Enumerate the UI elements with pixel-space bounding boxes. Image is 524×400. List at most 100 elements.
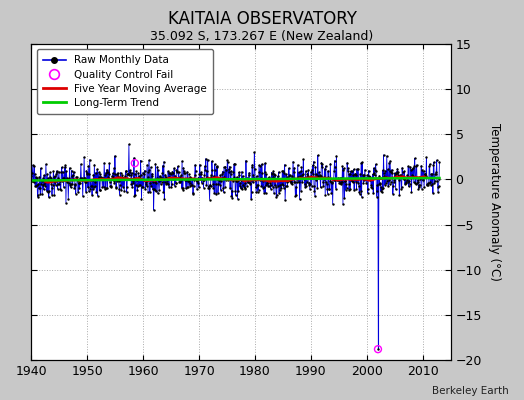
Point	[72, 191, 80, 197]
Point	[41, 179, 49, 185]
Point	[313, 152, 322, 159]
Point	[419, 175, 428, 181]
Point	[224, 159, 232, 166]
Point	[128, 183, 136, 190]
Point	[96, 187, 104, 194]
Point	[320, 176, 328, 182]
Point	[298, 179, 307, 186]
Point	[381, 168, 389, 174]
Point	[86, 186, 94, 192]
Point	[401, 175, 410, 182]
Point	[220, 174, 228, 180]
Point	[410, 179, 418, 186]
Point	[350, 166, 358, 172]
Point	[117, 187, 126, 194]
Point	[184, 184, 192, 190]
Point	[49, 168, 58, 174]
Point	[263, 179, 271, 186]
Point	[85, 170, 93, 177]
Point	[208, 172, 216, 178]
Point	[283, 182, 292, 189]
Point	[230, 174, 238, 180]
Point	[94, 176, 102, 182]
Point	[220, 189, 228, 195]
Point	[125, 141, 133, 148]
Point	[303, 179, 311, 185]
Point	[144, 189, 152, 195]
Point	[386, 168, 395, 174]
Point	[34, 194, 42, 200]
Point	[93, 192, 102, 199]
Point	[44, 175, 52, 182]
Point	[285, 165, 293, 171]
Point	[83, 170, 91, 177]
Point	[42, 188, 51, 194]
Point	[204, 185, 213, 192]
Point	[260, 169, 269, 175]
Point	[394, 166, 402, 172]
Point	[371, 166, 379, 173]
Point	[101, 172, 109, 178]
Point	[179, 164, 188, 171]
Point	[219, 168, 227, 175]
Point	[196, 171, 205, 178]
Point	[272, 194, 280, 200]
Point	[161, 179, 169, 185]
Point	[355, 191, 364, 197]
Point	[309, 171, 318, 178]
Point	[34, 181, 42, 187]
Point	[413, 178, 422, 185]
Point	[305, 186, 314, 192]
Point	[377, 184, 385, 191]
Point	[418, 185, 426, 192]
Point	[410, 162, 419, 169]
Point	[29, 178, 38, 184]
Point	[351, 178, 359, 185]
Point	[93, 176, 101, 182]
Point	[349, 179, 357, 186]
Point	[63, 176, 72, 182]
Point	[67, 184, 75, 190]
Point	[406, 164, 414, 170]
Y-axis label: Temperature Anomaly (°C): Temperature Anomaly (°C)	[488, 123, 501, 281]
Point	[62, 168, 71, 174]
Point	[155, 178, 163, 184]
Point	[286, 172, 294, 178]
Point	[190, 172, 199, 178]
Point	[348, 168, 356, 175]
Point	[414, 186, 423, 192]
Point	[378, 186, 386, 192]
Point	[398, 164, 406, 171]
Point	[123, 184, 131, 191]
Point	[129, 174, 138, 181]
Point	[73, 178, 82, 184]
Point	[396, 174, 405, 180]
Point	[226, 171, 235, 177]
Point	[377, 189, 386, 195]
Point	[403, 178, 412, 185]
Point	[124, 170, 132, 177]
Point	[402, 177, 411, 183]
Point	[364, 186, 373, 193]
Point	[298, 172, 306, 178]
Point	[38, 178, 46, 184]
Point	[134, 183, 142, 189]
Point	[119, 175, 127, 181]
Point	[330, 158, 339, 164]
Point	[313, 185, 322, 191]
Point	[431, 171, 440, 178]
Point	[261, 190, 270, 196]
Point	[390, 177, 398, 183]
Point	[190, 182, 198, 189]
Point	[53, 169, 61, 176]
Point	[121, 173, 129, 179]
Point	[273, 176, 281, 182]
Point	[190, 177, 199, 184]
Point	[263, 181, 271, 188]
Point	[188, 182, 196, 188]
Point	[216, 172, 224, 178]
Point	[66, 165, 74, 171]
Point	[268, 171, 276, 177]
Point	[107, 176, 116, 183]
Point	[166, 170, 174, 176]
